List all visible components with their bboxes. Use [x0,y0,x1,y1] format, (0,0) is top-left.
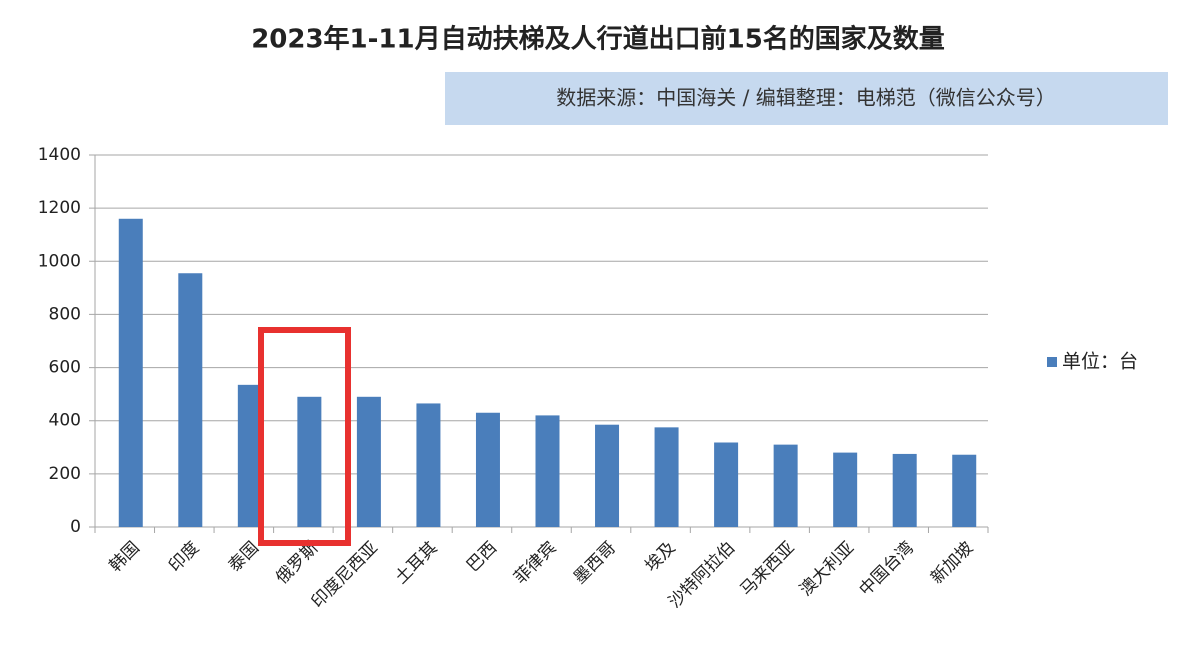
x-tick-label: 韩国 [106,538,144,576]
subtitle-box [445,72,1168,125]
bar [356,396,381,527]
x-tick-label: 印度 [165,538,203,576]
legend-swatch [1047,357,1057,367]
bar [654,427,679,527]
subtitle: 数据来源：中国海关 / 编辑整理：电梯范（微信公众号） [556,86,1055,110]
legend-label: 单位：台 [1062,351,1138,373]
y-tick-label: 600 [49,358,81,378]
x-tick-label: 新加坡 [927,538,977,588]
bar [297,396,322,527]
y-tick-label: 200 [49,464,81,484]
x-tick-label: 埃及 [641,538,679,576]
highlight-box [258,327,351,546]
bar [595,424,620,527]
y-tick-label: 800 [49,304,81,324]
x-tick-label: 澳大利亚 [796,538,858,600]
x-tick-label: 土耳其 [391,538,441,588]
bar [714,442,739,527]
y-tick-label: 400 [49,411,81,431]
bar [773,444,798,527]
x-tick-label: 墨西哥 [570,538,620,588]
plot-area: 0200400600800100012001400韩国 印度 泰国 俄罗斯印度尼西亚土… [38,145,1138,612]
y-tick-label: 0 [70,517,81,537]
x-tick-label: 巴西 [463,538,501,576]
bar [833,452,858,527]
bar [118,218,143,527]
bar [416,403,441,527]
y-tick-label: 1000 [38,251,81,271]
x-tick-label: 马来西亚 [736,538,798,600]
chart-title: 2023年1-11月自动扶梯及人行道出口前15名的国家及数量 [251,24,945,55]
bar [475,412,500,527]
bar [952,454,977,527]
bar [535,415,560,527]
x-tick-label: 中国台湾 [856,538,918,600]
bar [237,384,262,527]
bar [892,453,917,527]
y-tick-label: 1200 [38,198,81,218]
y-tick-label: 1400 [38,145,81,165]
bar [178,273,203,527]
x-tick-label: 菲律宾 [510,538,560,588]
x-tick-label: 泰国 [225,538,263,576]
